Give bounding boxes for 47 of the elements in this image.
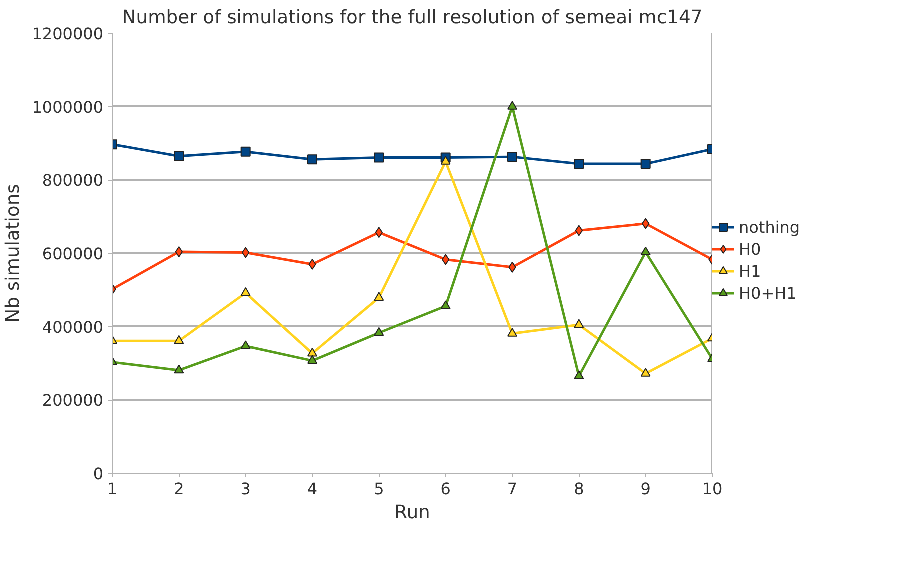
- point: [374, 292, 384, 301]
- x-tick-label: 1: [107, 480, 118, 498]
- point: [308, 259, 316, 270]
- y-tick-label: 600000: [42, 244, 104, 264]
- legend-label: H0+H1: [739, 284, 797, 302]
- point: [240, 146, 251, 157]
- x-tick-label: 4: [307, 480, 318, 498]
- point: [508, 328, 518, 337]
- point: [440, 300, 451, 310]
- x-tick-label: 10: [702, 480, 723, 498]
- point: [174, 364, 184, 374]
- legend-label: nothing: [739, 218, 800, 236]
- point: [374, 152, 384, 163]
- point: [174, 151, 184, 162]
- point: [308, 154, 318, 165]
- legend-label: H1: [739, 262, 762, 280]
- y-tick-label: 0: [93, 464, 104, 484]
- point: [308, 355, 318, 364]
- y-tick-label: 200000: [42, 391, 104, 410]
- x-axis-title: Run: [394, 502, 430, 524]
- y-axis-title: Nb simulations: [3, 184, 24, 323]
- y-tick-label: 800000: [42, 171, 104, 190]
- point: [174, 335, 184, 344]
- point: [240, 287, 251, 296]
- point: [640, 368, 651, 377]
- x-tick-label: 9: [640, 480, 651, 498]
- chart-title: Number of simulations for the full resolution of semeai mc147: [122, 8, 703, 28]
- y-tick-label: 1200000: [32, 24, 104, 44]
- point: [240, 340, 251, 350]
- point: [508, 152, 518, 162]
- point: [574, 370, 584, 380]
- point: [574, 319, 584, 328]
- y-tick-label: 1000000: [32, 98, 104, 117]
- point: [440, 156, 451, 165]
- point: [640, 246, 651, 256]
- point: [374, 327, 384, 336]
- point: [640, 159, 651, 170]
- x-tick-label: 2: [174, 480, 184, 498]
- point: [308, 348, 318, 357]
- x-tick-label: 8: [574, 480, 584, 498]
- x-tick-label: 3: [240, 480, 251, 498]
- legend-label: H0: [739, 240, 762, 258]
- y-tick-label: 400000: [42, 318, 104, 337]
- x-tick-label: 6: [440, 480, 451, 498]
- point: [574, 159, 584, 170]
- x-tick-label: 5: [374, 480, 384, 498]
- x-tick-label: 7: [507, 480, 518, 498]
